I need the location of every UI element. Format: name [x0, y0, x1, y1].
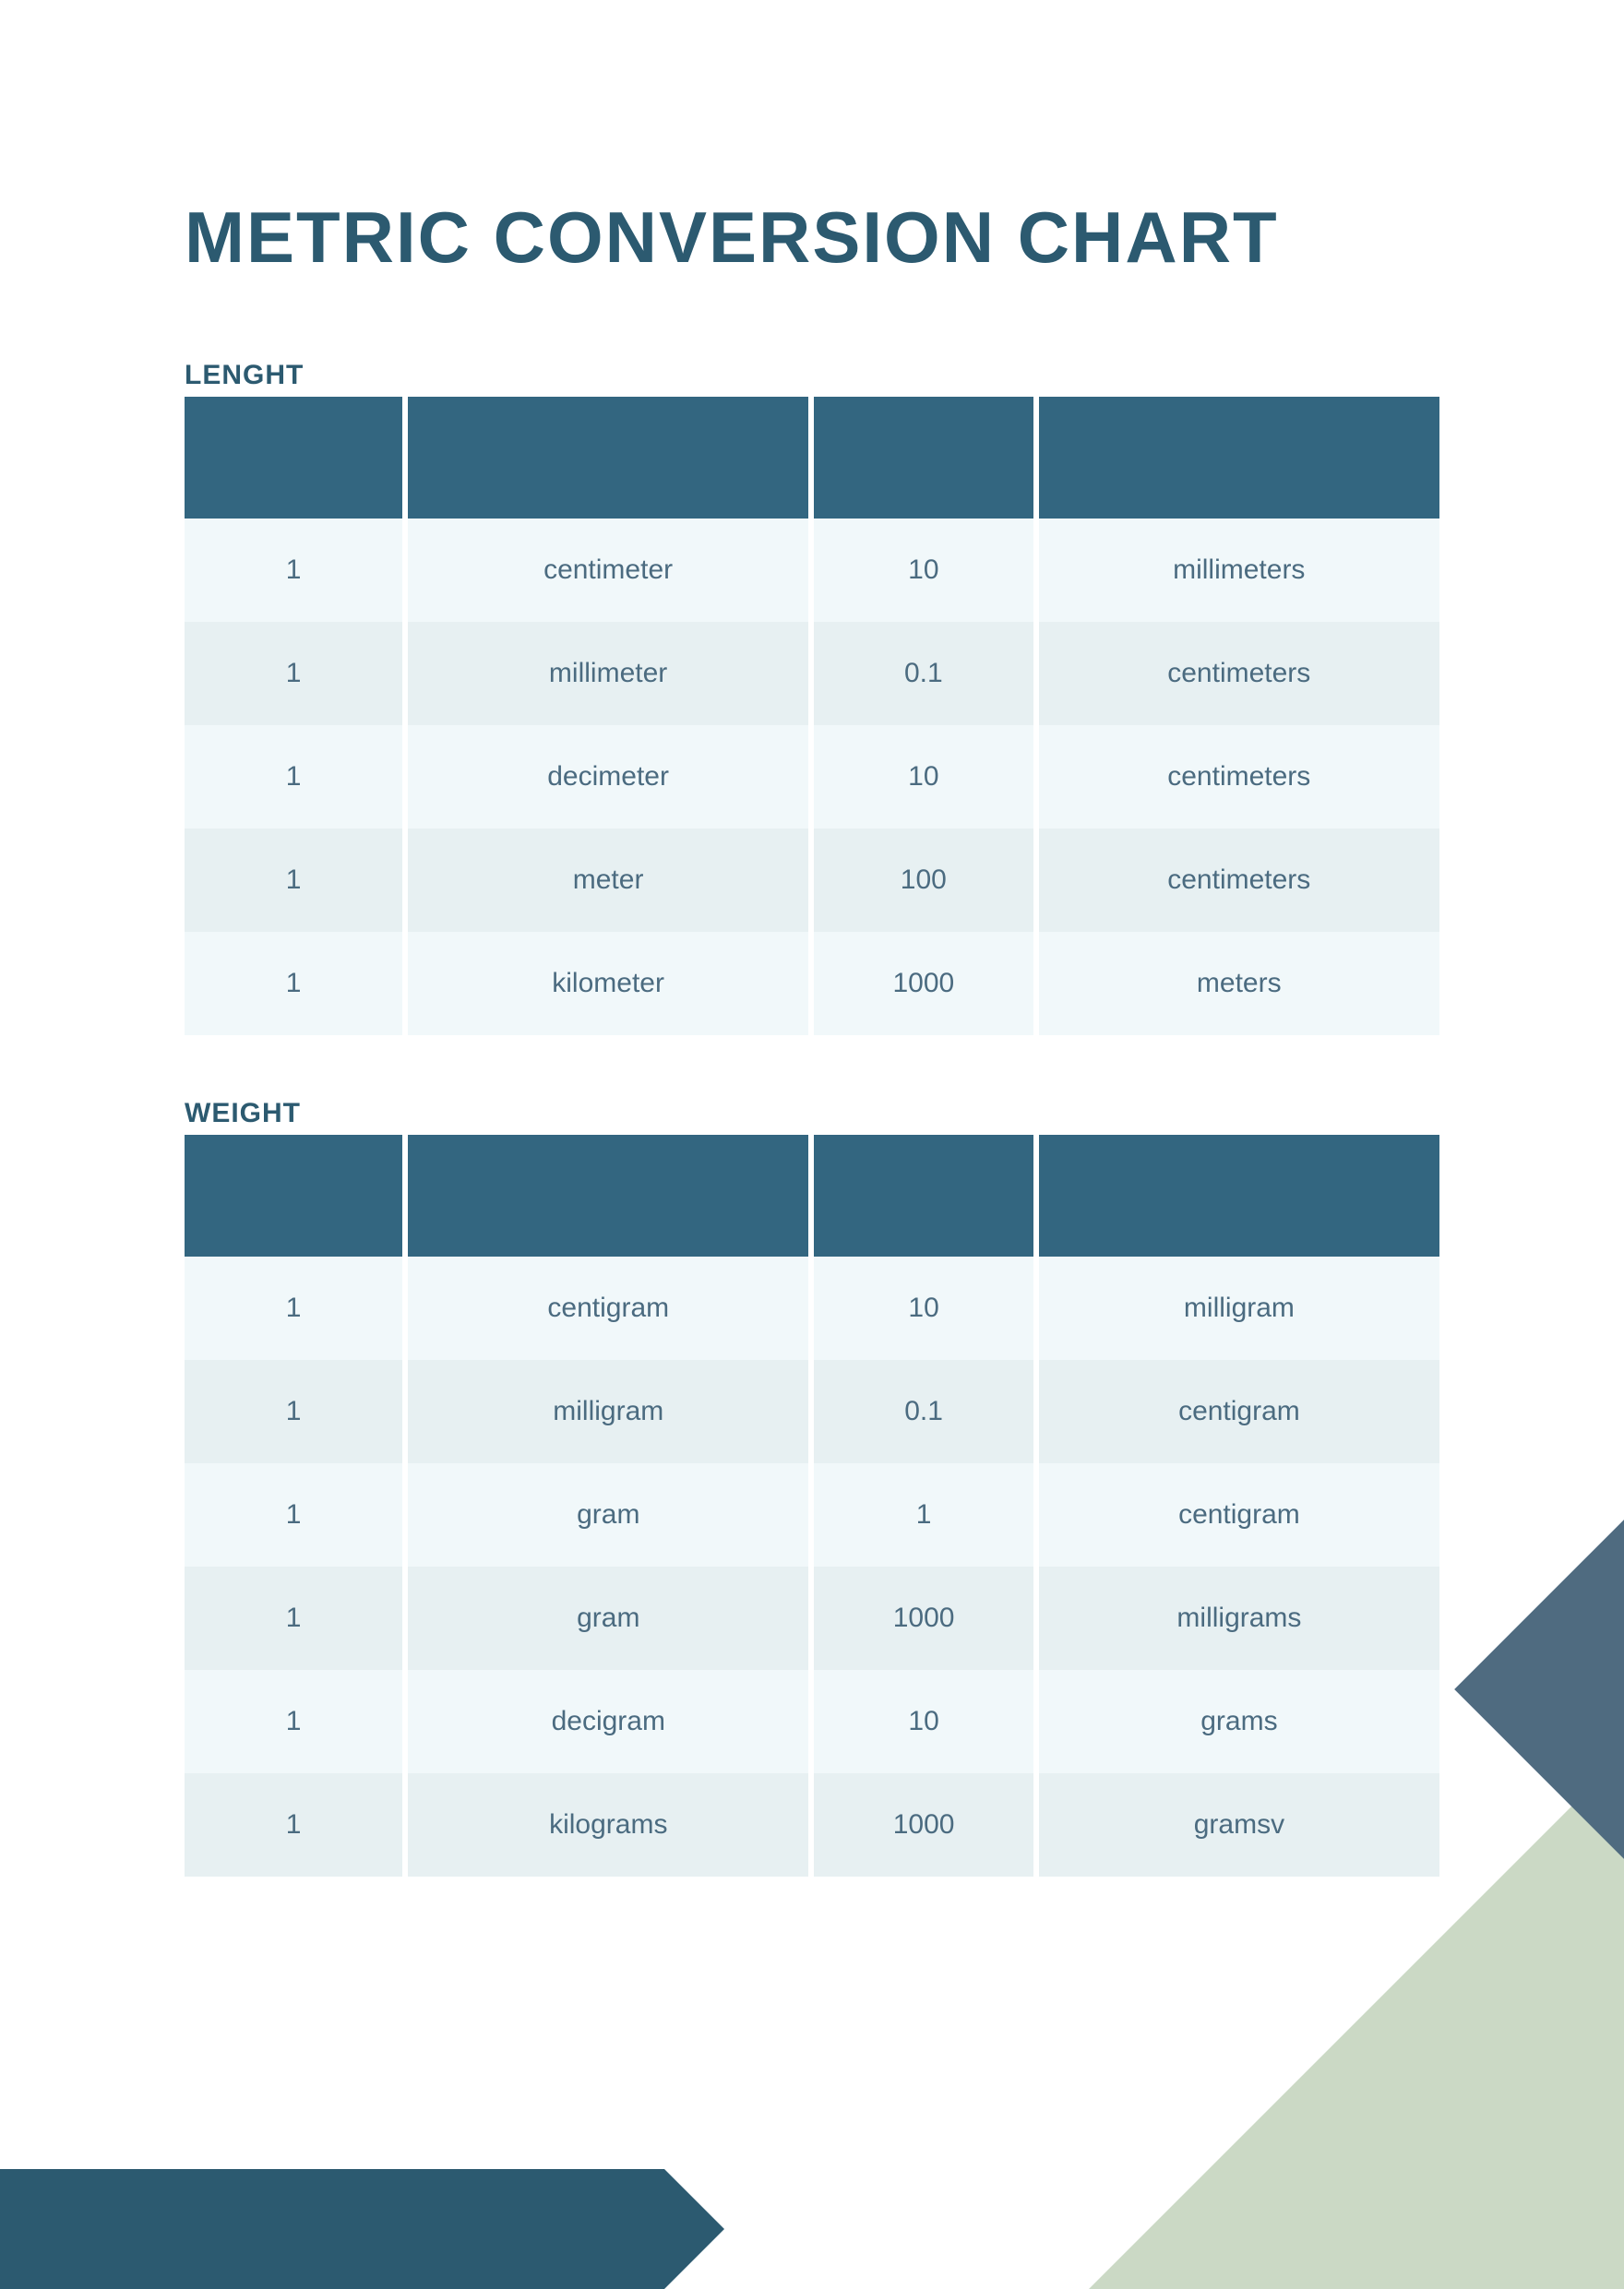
page-title: METRIC CONVERSION CHART — [185, 196, 1279, 280]
table-cell: millimeter — [405, 622, 811, 725]
table-row: 1milligram0.1centigram — [185, 1360, 1439, 1463]
table-row: 1decimeter10centimeters — [185, 725, 1439, 829]
table-cell: 1 — [185, 1463, 405, 1567]
table-cell: 1 — [185, 1360, 405, 1463]
table-cell: centimeters — [1036, 829, 1439, 932]
table-cell: centimeter — [405, 519, 811, 622]
table-cell: meter — [405, 829, 811, 932]
table-cell: centigram — [405, 1257, 811, 1360]
corner-triangle-decor — [849, 1514, 1624, 2289]
table-cell: centimeters — [1036, 622, 1439, 725]
table-cell: 1 — [185, 725, 405, 829]
table-cell: meters — [1036, 932, 1439, 1035]
table-cell: 10 — [811, 1257, 1036, 1360]
table-cell: 1 — [185, 1773, 405, 1877]
length-table-header — [185, 397, 1439, 519]
table-cell: decigram — [405, 1670, 811, 1773]
table-cell: kilometer — [405, 932, 811, 1035]
table-row: 1kilometer1000meters — [185, 932, 1439, 1035]
table-cell: 0.1 — [811, 622, 1035, 725]
section-label-weight: WEIGHT — [185, 1098, 301, 1129]
table-cell: 10 — [811, 725, 1035, 829]
table-cell: 1 — [185, 1670, 405, 1773]
table-cell: 10 — [811, 519, 1035, 622]
table-cell: milligram — [405, 1360, 811, 1463]
table-row: 1millimeter0.1centimeters — [185, 622, 1439, 725]
section-label-length: LENGHT — [185, 360, 304, 391]
table-row: 1centigram10milligram — [185, 1257, 1439, 1360]
table-cell: gram — [405, 1567, 811, 1670]
table-cell: gram — [405, 1463, 811, 1567]
footer-bar-decor — [0, 2169, 664, 2289]
table-cell: 1 — [185, 622, 405, 725]
table-row: 1centimeter10millimeters — [185, 519, 1439, 622]
table-row: 1meter100centimeters — [185, 829, 1439, 932]
table-cell: decimeter — [405, 725, 811, 829]
table-cell: 1 — [185, 829, 405, 932]
table-cell: centimeters — [1036, 725, 1439, 829]
table-cell: 0.1 — [811, 1360, 1036, 1463]
table-cell: millimeters — [1036, 519, 1439, 622]
table-cell: 1 — [185, 932, 405, 1035]
page: METRIC CONVERSION CHART LENGHT 1centimet… — [0, 0, 1624, 2289]
table-cell: 1 — [185, 1567, 405, 1670]
table-cell: 1000 — [811, 932, 1035, 1035]
table-cell: kilograms — [405, 1773, 811, 1877]
weight-table-header — [185, 1135, 1439, 1257]
table-cell: 100 — [811, 829, 1035, 932]
table-cell: milligram — [1036, 1257, 1439, 1360]
table-cell: centigram — [1036, 1360, 1439, 1463]
table-cell: 1 — [185, 1257, 405, 1360]
length-table: 1centimeter10millimeters1millimeter0.1ce… — [185, 397, 1439, 1035]
table-cell: 1 — [185, 519, 405, 622]
footer-bar-tip — [664, 2169, 724, 2289]
